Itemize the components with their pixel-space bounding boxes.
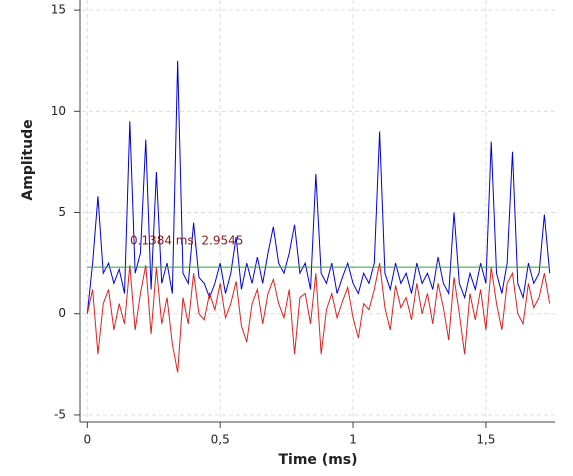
x-tick-label: 0 bbox=[83, 433, 91, 447]
y-tick-label: 5 bbox=[58, 205, 66, 219]
x-tick-label: 1,5 bbox=[476, 433, 495, 447]
y-axis-label: Amplitude bbox=[20, 119, 36, 200]
plot-area bbox=[82, 0, 555, 420]
x-tick-label: 0,5 bbox=[211, 433, 230, 447]
y-tick-label: 15 bbox=[51, 3, 66, 17]
x-tick-label: 1 bbox=[349, 433, 357, 447]
x-axis-label: Time (ms) bbox=[278, 452, 357, 468]
series-line bbox=[86, 60, 551, 314]
annotation: 0.1384 ms, 2.9545 bbox=[130, 234, 243, 248]
y-tick-label: 0 bbox=[58, 306, 66, 320]
series-line bbox=[86, 263, 551, 373]
y-tick-label: -5 bbox=[54, 407, 66, 421]
y-tick-label: 10 bbox=[51, 104, 66, 118]
